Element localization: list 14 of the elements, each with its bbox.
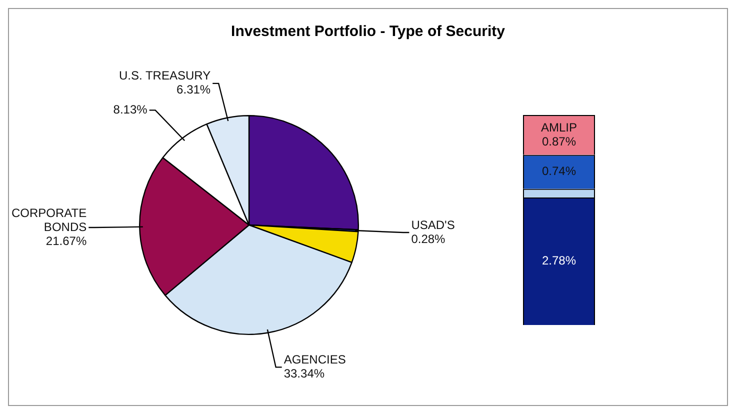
data-label: 6.31% bbox=[176, 82, 211, 97]
slice-label: USAD'S bbox=[411, 218, 455, 232]
slice-label: AGENCIES bbox=[284, 352, 346, 367]
data-label: 0.74% bbox=[542, 164, 576, 178]
chart-title: Investment Portfolio - Type of Security bbox=[230, 23, 506, 40]
data-label: 33.34% bbox=[284, 366, 325, 381]
data-label: 0.87% bbox=[542, 134, 576, 148]
data-label: 0.28% bbox=[411, 232, 446, 246]
data-label: 8.13% bbox=[113, 102, 148, 117]
slice-label: U.S. TREASURY bbox=[119, 68, 211, 83]
slice-label: CORPORATE BONDS bbox=[12, 206, 87, 234]
data-label: 21.67% bbox=[46, 234, 87, 248]
series-label: AMLIP bbox=[540, 120, 578, 134]
data-label: 2.78% bbox=[542, 254, 576, 268]
